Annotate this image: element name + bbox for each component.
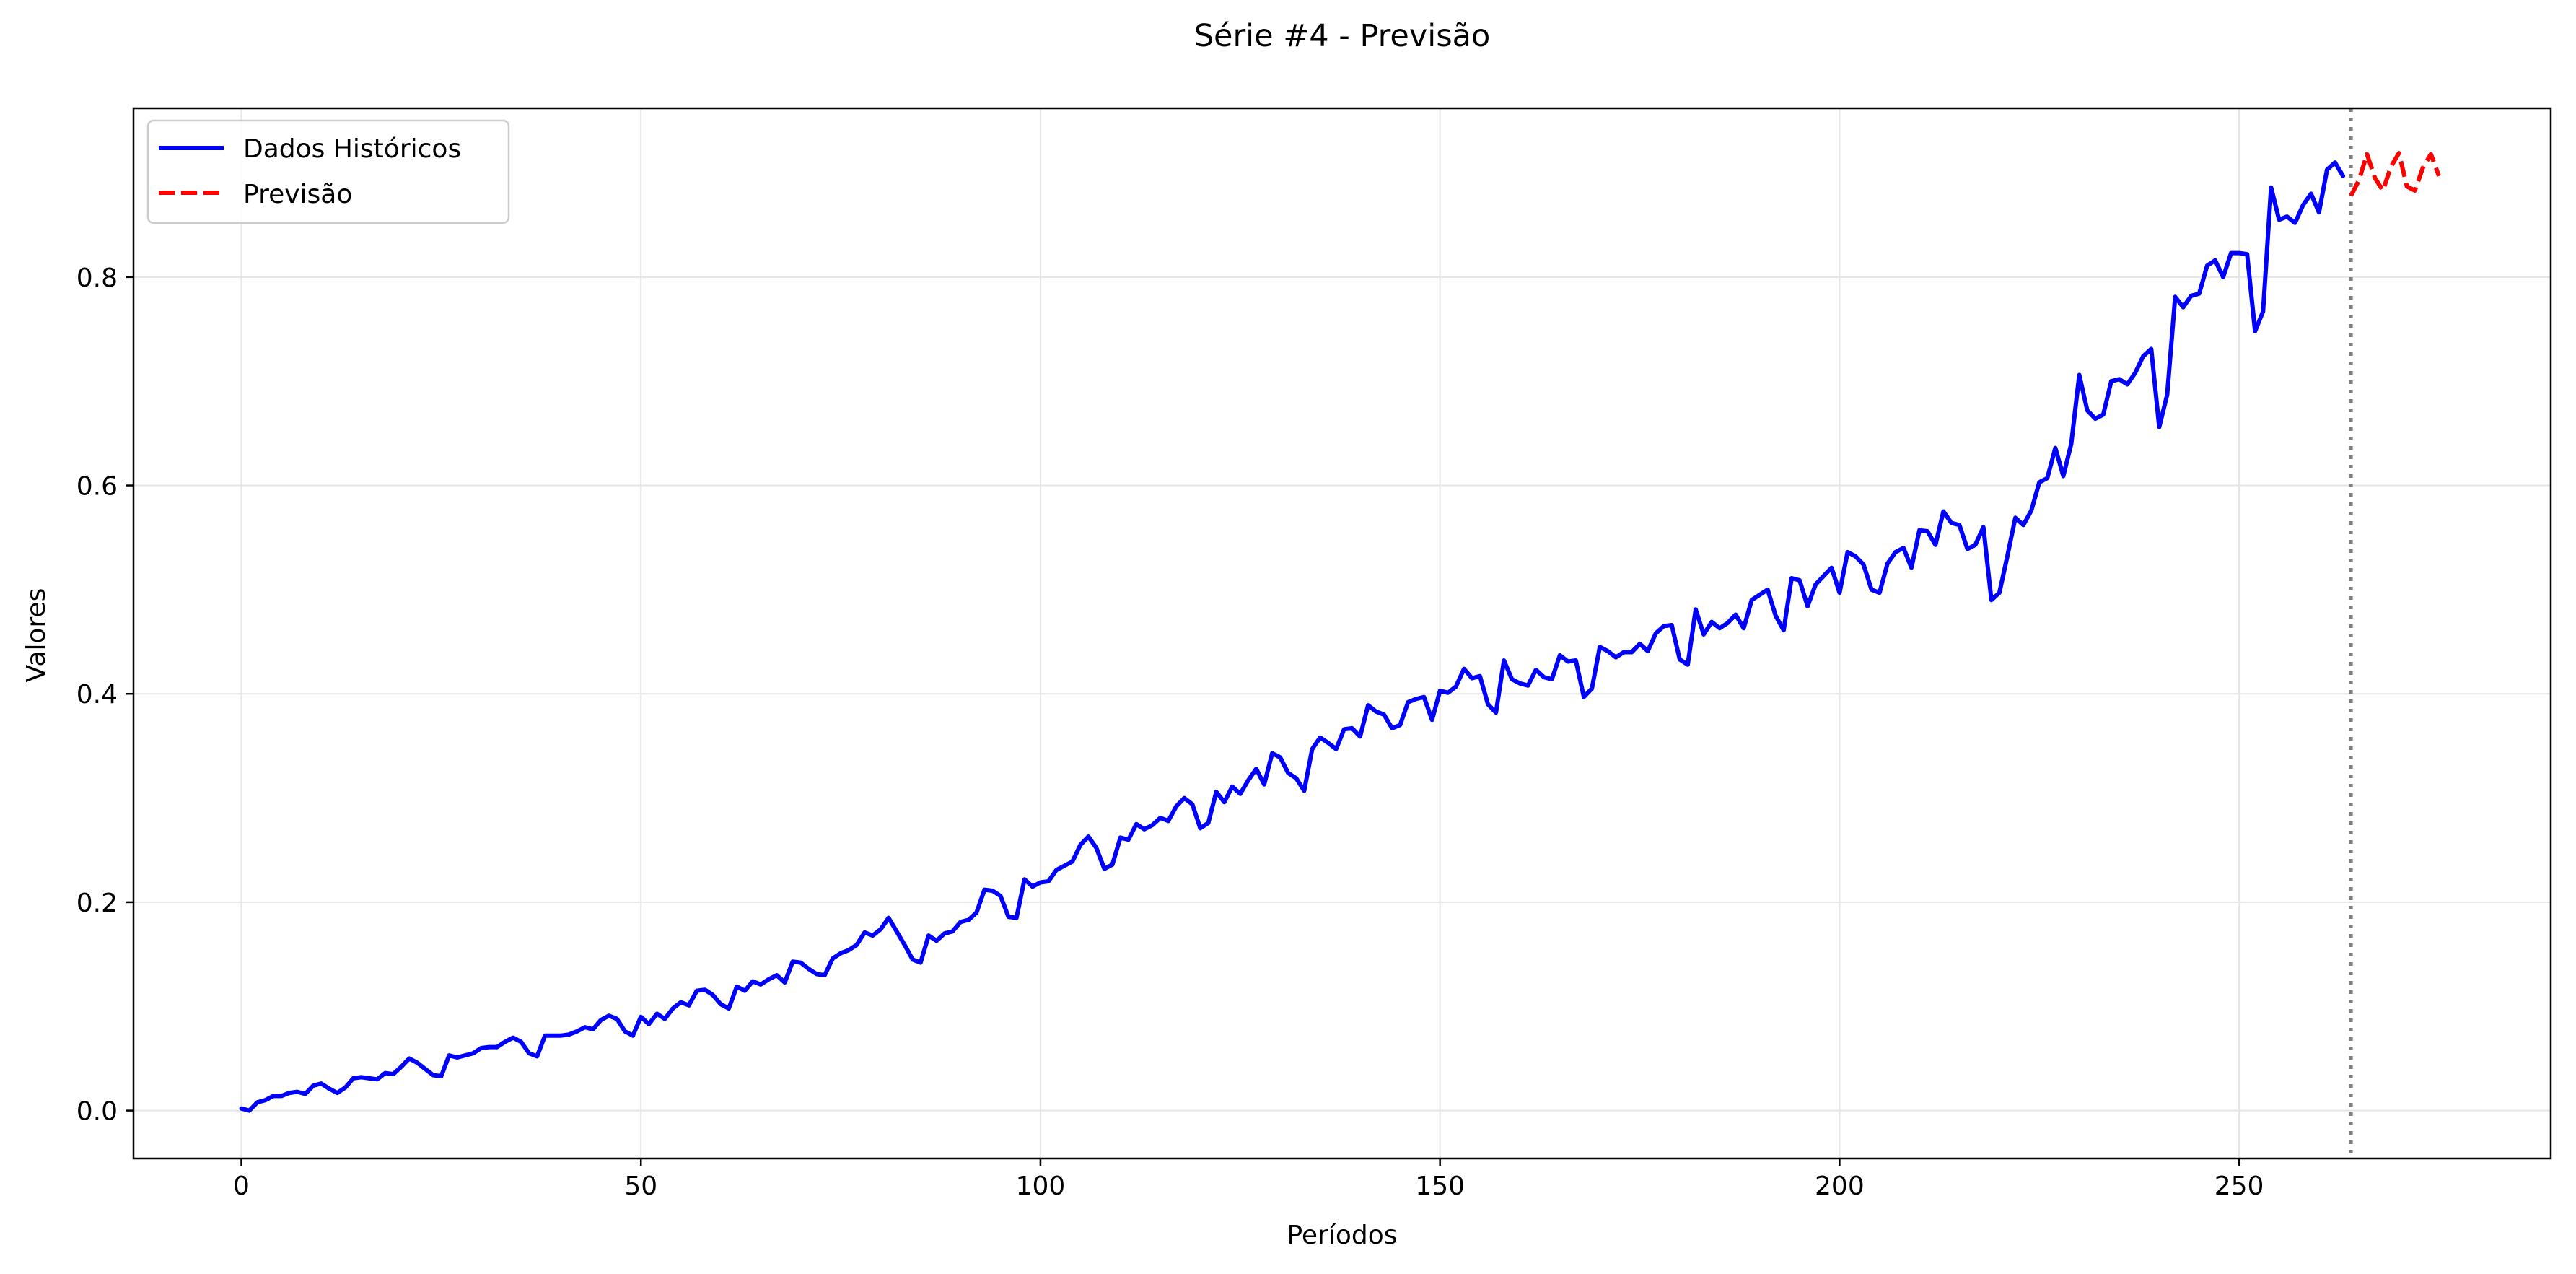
y-tick-label: 0.8 bbox=[76, 263, 118, 293]
y-tick-label: 0.0 bbox=[76, 1097, 118, 1127]
series-lines bbox=[239, 151, 2441, 1113]
x-tick-label: 0 bbox=[233, 1172, 250, 1201]
x-tick-label: 150 bbox=[1415, 1172, 1465, 1201]
legend-label-forecast: Previsão bbox=[243, 180, 352, 209]
legend-label-historical: Dados Históricos bbox=[243, 134, 461, 164]
y-tick-label: 0.6 bbox=[76, 472, 118, 502]
y-tick-label: 0.4 bbox=[76, 680, 118, 710]
historical-series-line bbox=[239, 160, 2346, 1113]
x-tick-label: 50 bbox=[624, 1172, 657, 1201]
grid-lines bbox=[133, 108, 2551, 1159]
x-tick-label: 200 bbox=[1815, 1172, 1865, 1201]
forecast-series-line bbox=[2349, 151, 2441, 197]
plot-area-frame bbox=[132, 107, 2552, 1160]
y-tick-label: 0.2 bbox=[76, 889, 118, 918]
legend: Dados Históricos Previsão bbox=[146, 119, 510, 224]
chart-title: Série #4 - Previsão bbox=[1194, 18, 1491, 54]
y-axis-ticks: 0.0 0.2 0.4 0.6 0.8 bbox=[76, 263, 133, 1127]
x-tick-label: 250 bbox=[2214, 1172, 2264, 1201]
x-axis-label: Períodos bbox=[1287, 1221, 1397, 1250]
x-tick-label: 100 bbox=[1016, 1172, 1066, 1201]
x-axis-ticks: 0 50 100 150 200 250 bbox=[233, 1159, 2264, 1201]
y-axis-label: Valores bbox=[22, 588, 51, 683]
legend-box bbox=[146, 119, 510, 224]
